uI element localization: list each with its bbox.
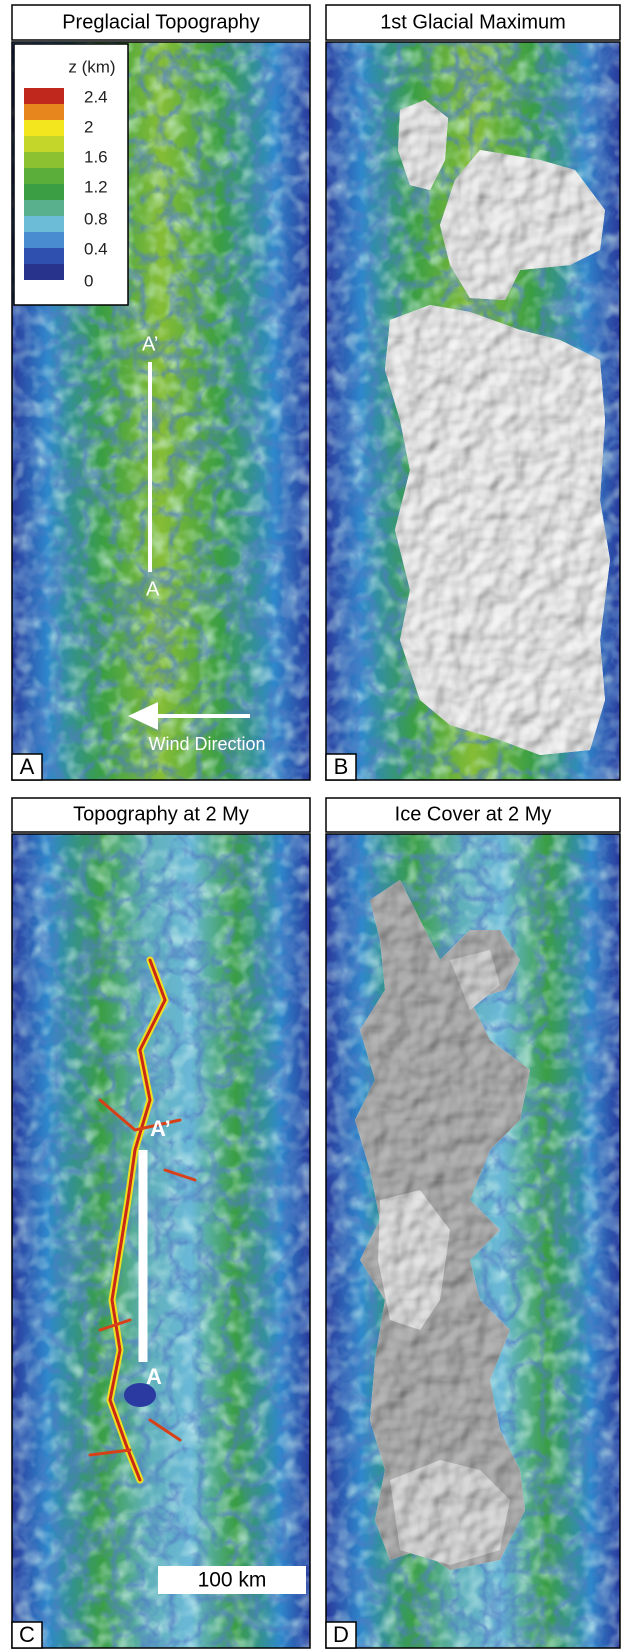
panel-a: Preglacial Topography z (km) [12,5,310,780]
scale-label: 100 km [198,1569,267,1592]
panel-c: Topography at 2 My A’ A 100 km C [12,798,310,1648]
panel-title: Preglacial Topography [62,11,260,33]
legend-label: 2 [84,117,93,136]
panel-letter: B [334,754,349,779]
terrain [12,834,310,1648]
colorbar [24,88,64,280]
panel-b: 1st Glacial Maximum B [326,5,620,780]
wind-label: Wind Direction [148,734,265,754]
profile-label: A [146,1364,162,1389]
panel-letter: A [20,754,35,779]
legend-label: 1.6 [84,147,108,166]
panel-letter: D [333,1622,349,1647]
page: Preglacial Topography z (km) [0,0,622,1652]
panel-letter: C [19,1622,35,1647]
legend-label: 0.4 [84,239,108,258]
profile-label: A [146,578,160,600]
panel-d: Ice Cover at 2 My D [326,798,620,1648]
legend-label: 1.2 [84,177,108,196]
panel-title: 1st Glacial Maximum [380,11,566,33]
terrain [326,834,620,1648]
legend-label: 0.8 [84,209,108,228]
panel-title: Topography at 2 My [73,803,249,825]
legend: z (km) 2.4 2 1.6 1.2 0.8 0.4 0 [14,44,128,305]
legend-title: z (km) [68,57,115,76]
profile-label: A’ [142,333,158,355]
panel-title: Ice Cover at 2 My [395,803,552,825]
legend-label: 0 [84,271,93,290]
figure: Preglacial Topography z (km) [0,0,622,1652]
terrain [326,42,620,780]
legend-label: 2.4 [84,87,108,106]
profile-label: A’ [150,1116,171,1141]
